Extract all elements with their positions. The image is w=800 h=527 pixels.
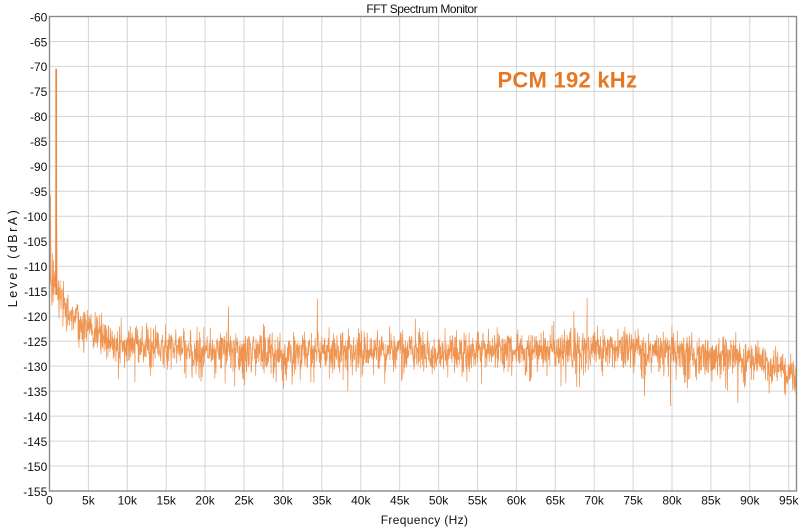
svg-text:-140: -140 [23, 410, 47, 424]
svg-text:40k: 40k [351, 494, 371, 508]
svg-text:60k: 60k [507, 494, 527, 508]
svg-text:35k: 35k [312, 494, 332, 508]
svg-text:10k: 10k [118, 494, 138, 508]
svg-text:65k: 65k [546, 494, 566, 508]
svg-text:Level (dBrA): Level (dBrA) [6, 208, 20, 307]
svg-text:-145: -145 [23, 435, 47, 449]
svg-text:85k: 85k [701, 494, 721, 508]
svg-text:Frequency (Hz): Frequency (Hz) [381, 513, 469, 527]
svg-text:-65: -65 [30, 35, 48, 49]
svg-text:70k: 70k [585, 494, 605, 508]
svg-text:95k: 95k [779, 494, 799, 508]
svg-text:80k: 80k [662, 494, 682, 508]
svg-text:30k: 30k [273, 494, 293, 508]
svg-text:55k: 55k [468, 494, 488, 508]
svg-text:-95: -95 [30, 185, 48, 199]
svg-text:-105: -105 [23, 235, 47, 249]
svg-text:20k: 20k [195, 494, 215, 508]
svg-text:-80: -80 [30, 110, 48, 124]
svg-text:PCM 192 kHz: PCM 192 kHz [498, 68, 638, 93]
svg-text:-135: -135 [23, 385, 47, 399]
svg-text:-75: -75 [30, 85, 48, 99]
svg-text:15k: 15k [157, 494, 177, 508]
svg-text:-85: -85 [30, 135, 48, 149]
svg-text:-115: -115 [24, 285, 47, 299]
svg-text:-130: -130 [23, 360, 47, 374]
svg-text:25k: 25k [234, 494, 254, 508]
svg-text:90k: 90k [740, 494, 760, 508]
svg-text:-155: -155 [23, 485, 47, 499]
svg-text:50k: 50k [429, 494, 449, 508]
svg-text:5k: 5k [82, 494, 96, 508]
svg-text:-70: -70 [30, 60, 48, 74]
svg-text:75k: 75k [623, 494, 643, 508]
svg-text:-125: -125 [23, 335, 47, 349]
svg-text:-90: -90 [30, 160, 48, 174]
svg-text:-110: -110 [24, 260, 47, 274]
svg-text:0: 0 [46, 494, 53, 508]
svg-text:45k: 45k [390, 494, 410, 508]
svg-text:-100: -100 [23, 210, 47, 224]
svg-text:-120: -120 [23, 310, 47, 324]
svg-text:-60: -60 [30, 10, 48, 24]
svg-text:FFT Spectrum Monitor: FFT Spectrum Monitor [366, 2, 477, 16]
svg-text:-150: -150 [23, 460, 47, 474]
